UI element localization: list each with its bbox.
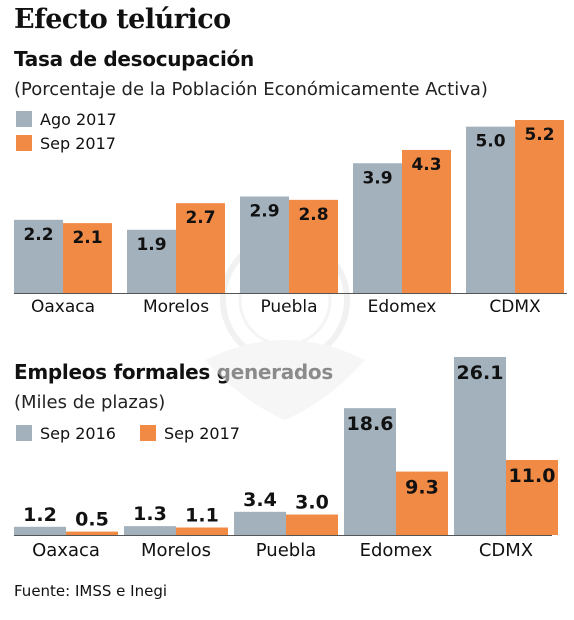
- bar-cdmx-gray: [466, 126, 515, 294]
- bar-morelos-orange: [176, 203, 225, 293]
- bar-puebla-orange: [286, 514, 338, 535]
- value-label: 1.9: [136, 235, 166, 255]
- value-label: 2.1: [72, 228, 102, 248]
- bar-puebla-gray: [234, 511, 286, 535]
- bar-edomex-orange: [402, 149, 451, 293]
- legend-label: Sep 2016: [40, 423, 116, 443]
- value-label: 2.2: [23, 225, 53, 245]
- value-label: 1.1: [185, 504, 219, 526]
- bar-morelos-gray: [124, 526, 176, 535]
- value-label: 1.3: [133, 503, 167, 525]
- value-label: 3.0: [295, 492, 329, 514]
- value-label: 2.7: [185, 208, 215, 228]
- category-label: Oaxaca: [32, 540, 100, 561]
- bar-edomex-gray: [344, 408, 396, 535]
- bar-morelos-gray: [127, 229, 176, 293]
- value-label: 11.0: [509, 465, 556, 487]
- chart1-subtitle: (Porcentaje de la Población Económicamen…: [14, 79, 488, 100]
- bar-cdmx-orange: [515, 120, 564, 293]
- bar-oaxaca-gray: [14, 219, 63, 293]
- value-label: 3.4: [243, 489, 277, 511]
- legend-label: Ago 2017: [40, 109, 117, 129]
- value-label: 5.2: [524, 125, 554, 145]
- chart2-legend-item-1: Sep 2016: [16, 423, 116, 443]
- category-label: Puebla: [260, 297, 317, 317]
- value-label: 4.3: [411, 155, 441, 175]
- chart-desocupacion: 2.2 2.1 Oaxaca 1.9 2.7 Morelos 2.9 2.8 Puebla 3.9…: [14, 120, 567, 317]
- value-label: 2.9: [249, 202, 279, 222]
- bar-oaxaca-orange: [63, 223, 112, 293]
- legend-swatch-gray: [16, 111, 32, 127]
- legend-swatch-orange: [16, 135, 32, 151]
- bar-puebla-gray: [240, 196, 289, 293]
- bar-edomex-orange: [396, 471, 448, 535]
- legend-label: Sep 2017: [40, 133, 116, 153]
- category-label: Puebla: [256, 540, 316, 561]
- chart1-title: Tasa de desocupación: [14, 47, 254, 71]
- value-label: 18.6: [347, 413, 394, 435]
- category-label: Edomex: [360, 540, 433, 561]
- category-label: Morelos: [143, 297, 209, 317]
- bar-cdmx-orange: [506, 459, 558, 535]
- chart2-legend-item-2: Sep 2017: [140, 423, 240, 443]
- page-title: Efecto telúrico: [14, 4, 231, 35]
- value-label: 1.2: [23, 504, 57, 526]
- legend-label: Sep 2017: [164, 423, 240, 443]
- chart2-subtitle: (Miles de plazas): [14, 392, 166, 413]
- value-label: 3.9: [362, 168, 392, 188]
- bar-morelos-orange: [176, 527, 228, 535]
- bar-edomex-gray: [353, 163, 402, 293]
- bar-oaxaca-gray: [14, 526, 66, 535]
- legend-swatch-gray: [16, 425, 32, 441]
- bar-oaxaca-orange: [66, 531, 118, 535]
- value-label: 2.8: [298, 205, 328, 225]
- value-label: 9.3: [405, 477, 439, 499]
- category-label: CDMX: [489, 297, 541, 317]
- value-label: 5.0: [475, 132, 505, 152]
- bar-puebla-orange: [289, 199, 338, 293]
- source-note: Fuente: IMSS e Inegi: [14, 582, 168, 600]
- value-label: 0.5: [75, 509, 109, 531]
- category-label: Oaxaca: [31, 297, 95, 317]
- bar-cdmx-gray: [454, 357, 506, 535]
- legend-swatch-orange: [140, 425, 156, 441]
- chart1-legend-item-1: Ago 2017: [16, 109, 117, 129]
- category-label: Morelos: [141, 540, 211, 561]
- chart-empleos: 1.2 0.5 Oaxaca 1.3 1.1 Morelos 3.4 3.0 Puebla 18.…: [14, 357, 558, 561]
- category-label: CDMX: [479, 540, 533, 561]
- value-label: 26.1: [457, 362, 504, 384]
- category-label: Edomex: [368, 297, 437, 317]
- chart1-legend-item-2: Sep 2017: [16, 133, 116, 153]
